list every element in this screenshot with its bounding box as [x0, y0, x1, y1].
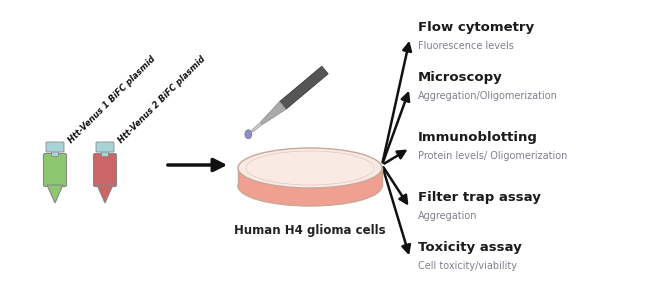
- FancyBboxPatch shape: [96, 142, 114, 152]
- Text: Fluorescence levels: Fluorescence levels: [418, 41, 514, 51]
- Polygon shape: [280, 66, 328, 109]
- FancyBboxPatch shape: [101, 149, 108, 157]
- Text: Htt-Venus 1 BiFC plasmid: Htt-Venus 1 BiFC plasmid: [67, 55, 157, 145]
- Ellipse shape: [238, 148, 382, 188]
- FancyBboxPatch shape: [94, 154, 117, 187]
- Text: Filter trap assay: Filter trap assay: [418, 191, 541, 204]
- Text: Htt-Venus 2 BiFC plasmid: Htt-Venus 2 BiFC plasmid: [117, 55, 208, 145]
- Text: Immunoblotting: Immunoblotting: [418, 131, 538, 144]
- FancyBboxPatch shape: [43, 154, 66, 187]
- Ellipse shape: [238, 166, 382, 206]
- Text: Cell toxicity/viability: Cell toxicity/viability: [418, 261, 517, 271]
- FancyBboxPatch shape: [52, 149, 59, 157]
- FancyBboxPatch shape: [46, 142, 64, 152]
- Text: Aggregation: Aggregation: [418, 211, 477, 221]
- Polygon shape: [47, 185, 63, 203]
- Text: Aggregation/Oligomerization: Aggregation/Oligomerization: [418, 91, 558, 101]
- Text: Protein levels/ Oligomerization: Protein levels/ Oligomerization: [418, 151, 568, 161]
- Text: Flow cytometry: Flow cytometry: [418, 21, 534, 34]
- Text: Toxicity assay: Toxicity assay: [418, 241, 522, 254]
- Polygon shape: [261, 102, 286, 125]
- Text: Microscopy: Microscopy: [418, 71, 502, 84]
- Ellipse shape: [245, 130, 252, 139]
- Polygon shape: [252, 122, 263, 132]
- Ellipse shape: [246, 151, 374, 185]
- FancyBboxPatch shape: [238, 168, 382, 186]
- Text: Human H4 glioma cells: Human H4 glioma cells: [234, 224, 386, 237]
- Polygon shape: [97, 185, 113, 203]
